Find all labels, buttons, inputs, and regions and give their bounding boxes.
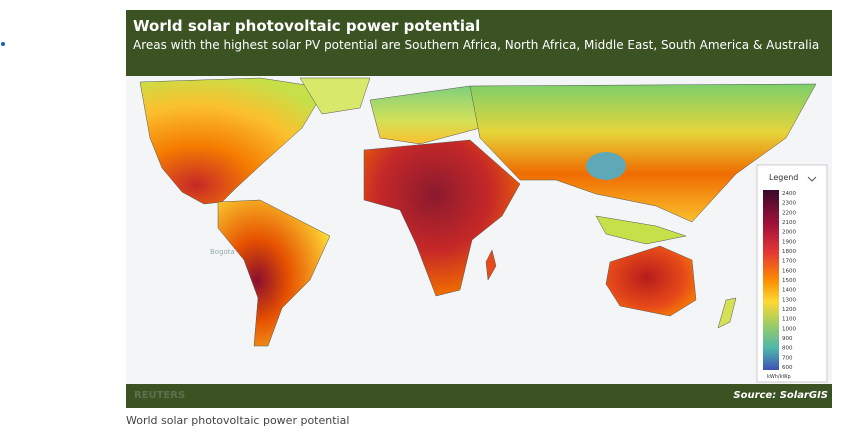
infographic: World solar photovoltaic power potential… bbox=[126, 10, 832, 408]
subtitle: Areas with the highest solar PV potentia… bbox=[133, 38, 820, 52]
legend-title: Legend bbox=[769, 173, 798, 182]
header: World solar photovoltaic power potential… bbox=[126, 10, 832, 76]
low-potential-region bbox=[586, 152, 626, 180]
legend-label: 800 bbox=[782, 346, 793, 352]
asia bbox=[469, 83, 817, 223]
legend-label: 700 bbox=[782, 355, 793, 361]
legend-label: 600 bbox=[782, 365, 793, 371]
africa bbox=[363, 139, 521, 297]
legend-label: 2100 bbox=[782, 220, 796, 226]
legend-label: 1300 bbox=[782, 297, 796, 303]
legend-unit: kWh/kWp bbox=[767, 374, 791, 380]
legend: Legend 2400 2300 2200 2100 2000 1900 1800 1700 1… bbox=[756, 164, 828, 383]
australia bbox=[605, 245, 697, 317]
legend-label: 1200 bbox=[782, 307, 796, 313]
map-label: Bogota bbox=[210, 248, 235, 256]
source: Source: SolarGIS bbox=[733, 390, 828, 401]
legend-label: 2200 bbox=[782, 210, 796, 216]
legend-label: 1400 bbox=[782, 288, 796, 294]
landmasses bbox=[139, 77, 817, 347]
bullet bbox=[1, 42, 5, 46]
new-zealand bbox=[717, 297, 737, 329]
south-america bbox=[217, 199, 331, 347]
legend-label: 1600 bbox=[782, 268, 796, 274]
legend-label: 2000 bbox=[782, 230, 796, 236]
legend-label: 1000 bbox=[782, 326, 796, 332]
legend-label: 1500 bbox=[782, 278, 796, 284]
legend-label: 1900 bbox=[782, 239, 796, 245]
legend-label: 900 bbox=[782, 336, 793, 342]
legend-color-bar bbox=[763, 190, 779, 370]
map: Bogota Legend 2400 2300 2200 2100 2000 1900 18… bbox=[126, 76, 832, 384]
title: World solar photovoltaic power potential bbox=[133, 17, 481, 35]
legend-label: 1800 bbox=[782, 249, 796, 255]
legend-label: 1100 bbox=[782, 317, 796, 323]
watermark: REUTERS bbox=[134, 390, 186, 401]
footer: REUTERS Source: SolarGIS bbox=[126, 384, 832, 408]
legend-label: 1700 bbox=[782, 259, 796, 265]
legend-label: 2300 bbox=[782, 201, 796, 207]
madagascar bbox=[485, 249, 497, 281]
greenland bbox=[299, 77, 371, 115]
legend-label: 2400 bbox=[782, 191, 796, 197]
europe bbox=[369, 85, 481, 145]
legend-labels: 2400 2300 2200 2100 2000 1900 1800 1700 1600 1500… bbox=[782, 191, 796, 371]
caption: World solar photovoltaic power potential bbox=[126, 414, 350, 427]
southeast-asia bbox=[595, 215, 687, 245]
chevron bbox=[807, 176, 817, 182]
